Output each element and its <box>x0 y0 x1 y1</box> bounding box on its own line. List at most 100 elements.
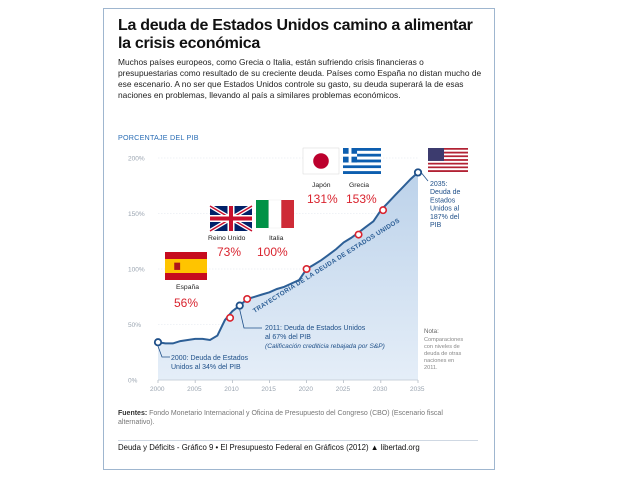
footer-text: Deuda y Déficits - Gráfico 9 • El Presup… <box>118 443 369 452</box>
x-tick-label: 2000 <box>150 386 165 393</box>
annotation-end: 2035: <box>430 181 448 188</box>
flag-stripe <box>343 168 381 172</box>
note-line: 2011. <box>424 365 438 371</box>
country-name: Italia <box>269 235 284 242</box>
flag-stripe <box>343 150 381 154</box>
country-value: 153% <box>346 192 377 206</box>
annotation-end: 187% del <box>430 214 460 221</box>
liberty-bell-icon: ▲ <box>370 443 379 452</box>
x-tick-label: 2015 <box>261 386 276 393</box>
debt-area <box>158 172 418 380</box>
country-marker <box>379 206 388 215</box>
country-marker <box>226 313 235 322</box>
flag-cross <box>229 206 233 231</box>
x-tick-label: 2035 <box>410 386 425 393</box>
annotation-end: Unidos al <box>430 206 460 213</box>
country-marker <box>302 264 311 273</box>
flag-stripe <box>343 165 381 169</box>
annotation-end: Estados <box>430 197 456 204</box>
flag-stripe <box>281 200 294 228</box>
annotation-mid: 2011: Deuda de Estados Unidos <box>265 325 366 332</box>
flag-reino-unido <box>208 204 254 233</box>
note-title: Nota: <box>424 328 439 335</box>
flag-japón <box>302 147 340 175</box>
flag-stripe <box>343 153 381 157</box>
flag-españa <box>165 252 207 280</box>
flag-stripe <box>428 151 468 154</box>
y-tick-label: 100% <box>128 267 145 274</box>
flag-stripe <box>343 162 381 166</box>
country-marker <box>243 294 252 303</box>
flag-grecia <box>343 148 381 174</box>
annotation-mid: al 67% del PIB <box>265 334 311 341</box>
us-marker <box>153 338 163 347</box>
sources-label: Fuentes: <box>118 410 148 417</box>
flag-stripe <box>343 156 381 160</box>
x-tick-label: 2020 <box>299 386 314 393</box>
note-line: deuda de otras <box>424 351 462 357</box>
flag-stripe <box>428 166 468 169</box>
flag-stripe <box>428 148 468 150</box>
flag-stripe <box>343 159 381 163</box>
leader-line <box>157 346 170 358</box>
debt-line <box>157 171 419 345</box>
country-name: Grecia <box>349 182 369 189</box>
note-line: naciones en <box>424 358 454 364</box>
us-marker <box>235 301 244 310</box>
y-tick-label: 200% <box>128 156 145 163</box>
country-name: España <box>176 284 199 291</box>
flag-stripe <box>256 200 269 228</box>
flag-stripe <box>165 259 207 273</box>
flag-canton <box>428 148 444 161</box>
leader-line <box>420 172 429 182</box>
flag-italia <box>256 199 294 229</box>
flag-stripe <box>343 148 381 151</box>
flag-estados-unidos <box>428 148 468 172</box>
flag-stripe <box>428 164 468 167</box>
annotation-start: Unidos al 34% del PIB <box>171 364 241 371</box>
flag-stripe <box>428 149 468 152</box>
annotation-mid: (Calificación crediticia rebajada por S&… <box>265 343 385 350</box>
sources: Fuentes: Fondo Monetario Internacional y… <box>118 409 478 427</box>
x-tick-label: 2025 <box>336 386 351 393</box>
country-value: 56% <box>174 296 198 310</box>
flag-sun <box>313 153 329 169</box>
flag-cross <box>348 148 352 163</box>
annotation-end: Deuda de <box>430 189 460 196</box>
flag-stripe <box>428 153 468 156</box>
country-name: Reino Unido <box>208 235 246 242</box>
flag-stripe <box>428 162 468 165</box>
country-marker <box>354 230 363 239</box>
country-name: Japón <box>312 182 331 189</box>
flag-stripe <box>428 159 468 161</box>
x-tick-label: 2030 <box>373 386 388 393</box>
flag-stripe <box>268 199 282 229</box>
sources-text: Fondo Monetario Internacional y Oficina … <box>118 410 443 426</box>
annotation-end: PIB <box>430 222 442 229</box>
flag-stripe <box>428 157 468 160</box>
flag-emblem <box>174 262 181 270</box>
flag-stripe <box>428 160 468 163</box>
y-tick-label: 50% <box>128 322 141 329</box>
us-marker <box>413 168 423 177</box>
country-value: 100% <box>257 245 288 259</box>
note-line: Comparaciones <box>424 337 463 343</box>
y-axis-subtitle: PORCENTAJE DEL PIB <box>118 133 199 142</box>
flag-stripe <box>343 171 381 174</box>
flag-stripe <box>428 170 468 172</box>
infographic-card <box>103 8 495 470</box>
chart-title: La deuda de Estados Unidos camino a alim… <box>118 17 473 52</box>
flag-stripe <box>428 168 468 171</box>
intro-paragraph: Muchos países europeos, como Grecia o It… <box>118 57 482 100</box>
y-tick-label: 150% <box>128 211 145 218</box>
y-tick-label: 0% <box>128 378 138 385</box>
x-tick-label: 2010 <box>224 386 239 393</box>
annotation-start: 2000: Deuda de Estados <box>171 355 249 362</box>
country-value: 131% <box>307 192 338 206</box>
footer-brand: libertad.org <box>380 443 420 452</box>
footer: Deuda y Déficits - Gráfico 9 • El Presup… <box>118 440 478 452</box>
leader-line <box>239 309 262 329</box>
note-line: con niveles de <box>424 344 460 350</box>
country-value: 73% <box>217 245 241 259</box>
